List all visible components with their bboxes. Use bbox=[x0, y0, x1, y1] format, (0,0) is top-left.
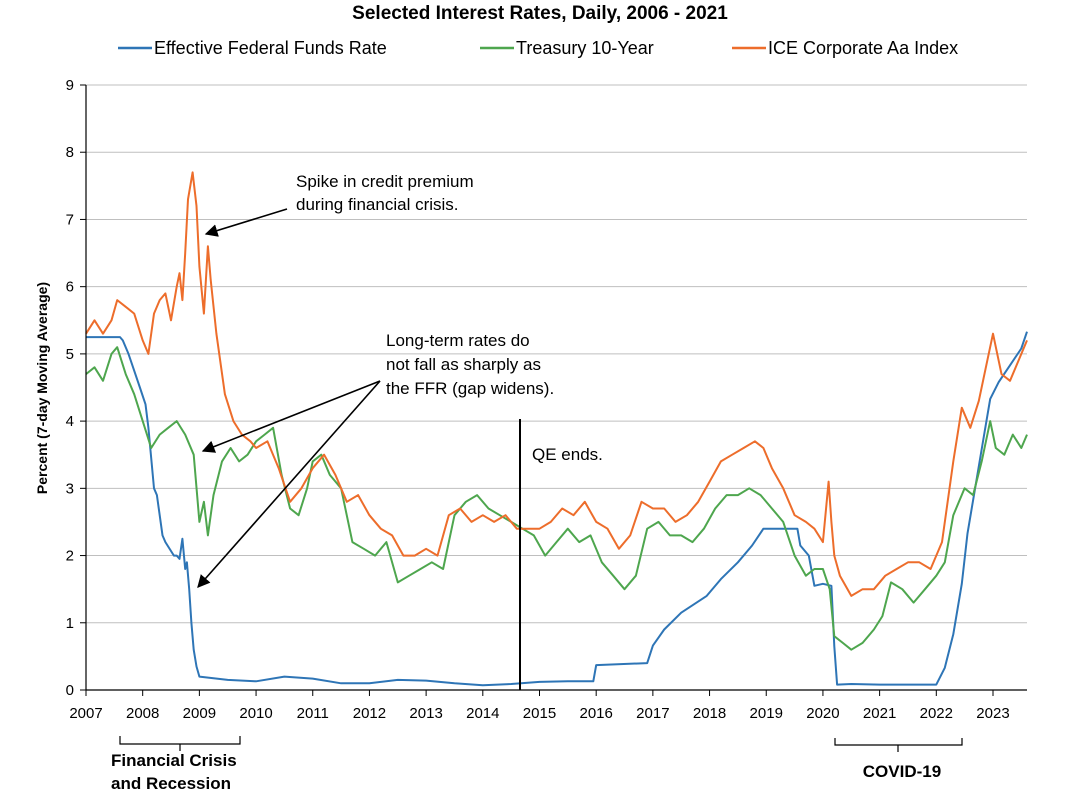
gridlines bbox=[86, 84, 1027, 624]
x-tick-label-2021: 2021 bbox=[863, 705, 896, 722]
x-tick-label-2020: 2020 bbox=[806, 705, 839, 722]
covid-label: COVID-19 bbox=[863, 762, 941, 781]
x-tick-label-2009: 2009 bbox=[183, 705, 216, 722]
y-tick-label-9: 9 bbox=[66, 77, 74, 94]
financial-crisis-bracket bbox=[119, 736, 241, 751]
credit-spike-annotation-line-2: during financial crisis. bbox=[296, 195, 459, 214]
y-tick-label-3: 3 bbox=[66, 480, 74, 497]
x-tick-label-2022: 2022 bbox=[920, 705, 953, 722]
corporate-aa-index-line bbox=[85, 171, 1028, 597]
long-term-arrow-treasury bbox=[201, 380, 381, 453]
long-term-arrow-ffr bbox=[197, 380, 381, 588]
legend: Effective Federal Funds Rate Treasury 10-… bbox=[118, 38, 958, 58]
x-tick-label-2007: 2007 bbox=[69, 705, 102, 722]
y-axis-label: Percent (7-day Moving Average) bbox=[34, 282, 50, 494]
x-tick-label-2011: 2011 bbox=[297, 705, 329, 722]
x-tick-label-2018: 2018 bbox=[693, 705, 726, 722]
x-tick-label-2016: 2016 bbox=[579, 705, 612, 722]
qe-ends-annotation: QE ends. bbox=[532, 445, 603, 464]
y-tick-label-8: 8 bbox=[66, 144, 74, 161]
x-tick-label-2014: 2014 bbox=[466, 705, 499, 722]
y-tick-label-5: 5 bbox=[66, 346, 74, 363]
long-term-annotation-line-3: the FFR (gap widens). bbox=[386, 379, 554, 398]
long-term-annotation-line-1: Long-term rates do bbox=[386, 331, 530, 350]
y-tick-label-2: 2 bbox=[66, 548, 74, 565]
treasury-10-year-line bbox=[85, 346, 1028, 651]
fed-funds-rate-line bbox=[86, 331, 1028, 687]
covid-bracket bbox=[834, 738, 963, 752]
y-tick-label-1: 1 bbox=[66, 615, 74, 632]
x-tick-label-2010: 2010 bbox=[239, 705, 272, 722]
legend-label-fed-funds: Effective Federal Funds Rate bbox=[154, 38, 387, 58]
x-tick-label-2015: 2015 bbox=[523, 705, 556, 722]
financial-crisis-label-line-1: Financial Crisis bbox=[111, 751, 237, 770]
legend-label-corporate-aa: ICE Corporate Aa Index bbox=[768, 38, 958, 58]
x-tick-label-2023: 2023 bbox=[976, 705, 1009, 722]
credit-spike-annotation-line-1: Spike in credit premium bbox=[296, 172, 474, 191]
legend-label-treasury-10-year: Treasury 10-Year bbox=[516, 38, 654, 58]
y-axis-ticks: 0 1 2 3 4 5 6 7 8 9 bbox=[66, 77, 86, 699]
chart-title: Selected Interest Rates, Daily, 2006 - 2… bbox=[352, 3, 728, 24]
x-tick-label-2008: 2008 bbox=[126, 705, 159, 722]
long-term-annotation-line-2: not fall as sharply as bbox=[386, 355, 541, 374]
x-tick-label-2017: 2017 bbox=[636, 705, 669, 722]
x-tick-label-2012: 2012 bbox=[353, 705, 386, 722]
y-tick-label-7: 7 bbox=[66, 211, 74, 228]
x-tick-label-2019: 2019 bbox=[750, 705, 783, 722]
series-lines bbox=[85, 171, 1028, 687]
y-tick-label-0: 0 bbox=[66, 682, 74, 699]
y-tick-label-4: 4 bbox=[66, 413, 74, 430]
financial-crisis-label-line-2: and Recession bbox=[111, 774, 231, 793]
x-axis-ticks: 2007 2008 2009 2010 2011 2012 2013 2014 2015 2016… bbox=[69, 690, 1010, 722]
x-tick-label-2013: 2013 bbox=[409, 705, 442, 722]
y-tick-label-6: 6 bbox=[66, 279, 74, 296]
credit-spike-arrow bbox=[204, 208, 288, 237]
